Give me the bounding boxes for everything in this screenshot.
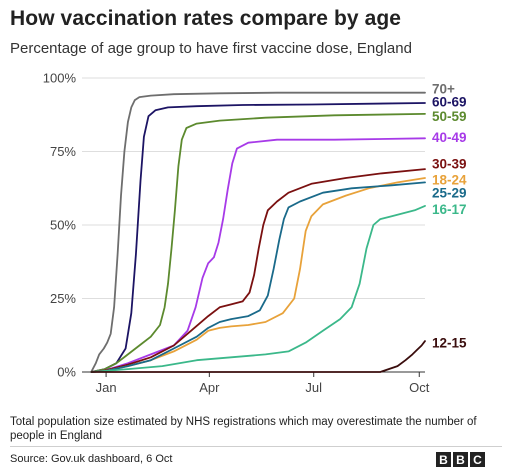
series-label: 40-49	[432, 130, 467, 145]
footnote: Total population size estimated by NHS r…	[10, 416, 477, 442]
series-line	[90, 168, 426, 373]
bbc-logo: B B C	[436, 452, 485, 467]
x-tick-label: Jan	[96, 380, 117, 395]
series-label: 25-29	[432, 186, 467, 201]
series-label: 18-24	[432, 172, 467, 187]
y-tick-label: 25%	[50, 291, 76, 306]
x-tick-label: Apr	[199, 380, 220, 395]
series-label: 30-39	[432, 156, 467, 171]
chart-title: How vaccination rates compare by age	[10, 7, 402, 30]
series-label: 60-69	[432, 95, 467, 110]
y-tick-label: 100%	[43, 71, 77, 86]
y-tick-label: 50%	[50, 218, 76, 233]
chart-subtitle: Percentage of age group to have first va…	[10, 40, 412, 57]
series-line	[90, 91, 426, 373]
series-label: 50-59	[432, 109, 467, 124]
series-label: 70+	[432, 81, 455, 96]
series-line	[90, 113, 426, 373]
bbc-logo-letter: C	[470, 452, 485, 467]
series-line	[90, 181, 426, 373]
line-chart: 0% 25% 50% 75% 100% Jan Apr Jul Oct 70+60-6950-59…	[43, 71, 467, 396]
footer-divider	[10, 446, 502, 447]
series-line	[90, 205, 426, 373]
bbc-logo-letter: B	[436, 452, 451, 467]
x-tick-label: Oct	[409, 380, 430, 395]
source-text: Source: Gov.uk dashboard, 6 Oct	[10, 453, 173, 465]
series-line	[90, 137, 426, 373]
series-label: 16-17	[432, 202, 467, 217]
series-label: 12-15	[432, 336, 467, 351]
series-line	[90, 102, 426, 373]
bbc-logo-letter: B	[453, 452, 468, 467]
y-tick-label: 0%	[57, 365, 76, 380]
x-tick-label: Jul	[305, 380, 322, 395]
series-line	[90, 340, 426, 373]
y-tick-label: 75%	[50, 144, 76, 159]
series-line	[90, 177, 426, 373]
